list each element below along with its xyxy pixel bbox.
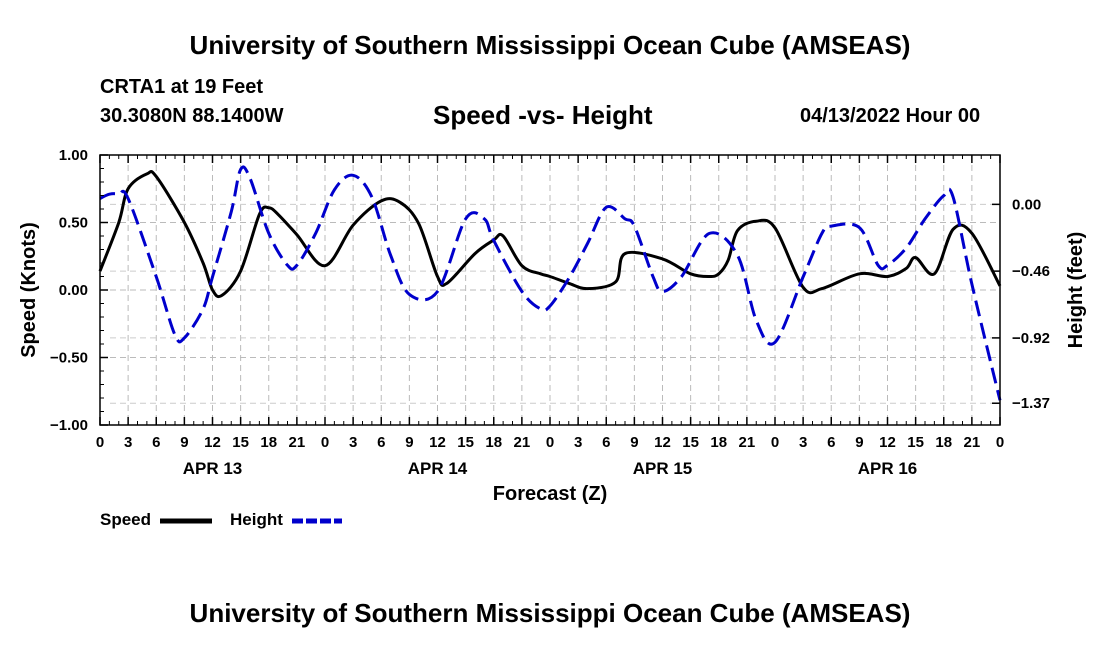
x-tick-label: 15 (232, 434, 249, 451)
bottom-title: University of Southern Mississippi Ocean… (189, 598, 911, 628)
x-tick-label: 15 (682, 434, 699, 451)
y-tick-label: 1.00 (59, 147, 88, 164)
x-tick-label: 6 (377, 434, 385, 451)
x-axis-label: Forecast (Z) (493, 483, 607, 505)
x-tick-label: 0 (771, 434, 779, 451)
axis-ticks (99, 154, 1001, 426)
x-tick-label: 9 (405, 434, 413, 451)
station-label: CRTA1 at 19 Feet (100, 76, 264, 98)
x-tick-label: 0 (996, 434, 1004, 451)
x-tick-label: 0 (321, 434, 329, 451)
y2-tick-label: −0.92 (1012, 330, 1050, 347)
main-title: University of Southern Mississippi Ocean… (189, 30, 911, 60)
y-tick-label: 0.50 (59, 215, 88, 232)
x-tick-label: 6 (602, 434, 610, 451)
y-tick-label: 0.00 (59, 282, 88, 299)
x-tick-label: 9 (180, 434, 188, 451)
x-tick-label: 9 (630, 434, 638, 451)
axis-labels: 0 3 6 9 12 15 18 21 0 3 6 9 12 15 18 21 0 3 6 9 12 15 18 21 0 3 6 9… (50, 147, 1050, 478)
x-tick-label: 6 (827, 434, 835, 451)
x-tick-label: 0 (546, 434, 554, 451)
x-tick-label: 6 (152, 434, 160, 451)
legend-speed-label: Speed (100, 510, 152, 529)
x-tick-label: 21 (289, 434, 306, 451)
x-tick-label: 3 (799, 434, 807, 451)
x-tick-label: 9 (855, 434, 863, 451)
x-tick-label: 3 (349, 434, 357, 451)
date-label: APR 14 (408, 459, 468, 478)
station-coordinates: 30.3080N 88.1400W (100, 105, 284, 127)
y2-tick-label: 0.00 (1012, 196, 1041, 213)
x-tick-label: 21 (514, 434, 531, 451)
date-label: APR 13 (183, 459, 243, 478)
x-tick-label: 18 (485, 434, 502, 451)
series-height-line (99, 165, 1002, 401)
x-tick-label: 0 (96, 434, 104, 451)
x-tick-label: 18 (710, 434, 727, 451)
x-tick-label: 3 (574, 434, 582, 451)
x-tick-label: 12 (879, 434, 896, 451)
y-axis-label: Speed (Knots) (18, 222, 40, 358)
x-tick-label: 15 (907, 434, 924, 451)
y2-tick-label: −0.46 (1012, 263, 1050, 280)
x-tick-label: 3 (124, 434, 132, 451)
x-tick-label: 18 (935, 434, 952, 451)
x-tick-label: 12 (654, 434, 671, 451)
date-label: APR 15 (633, 459, 693, 478)
legend-height-label: Height (230, 510, 283, 529)
x-tick-label: 15 (457, 434, 474, 451)
x-tick-label: 18 (260, 434, 277, 451)
y2-tick-label: −1.37 (1012, 395, 1050, 412)
y-tick-label: −0.50 (50, 350, 88, 367)
x-tick-label: 12 (429, 434, 446, 451)
forecast-datetime: 04/13/2022 Hour 00 (800, 105, 981, 127)
series-lines (98, 165, 1002, 401)
x-tick-label: 12 (204, 434, 221, 451)
y-tick-label: −1.00 (50, 417, 88, 434)
series-speed-line (98, 170, 1002, 299)
plot-title: Speed -vs- Height (433, 100, 653, 130)
date-label: APR 16 (858, 459, 918, 478)
x-tick-label: 21 (964, 434, 981, 451)
y2-axis-label: Height (feet) (1065, 232, 1087, 349)
x-tick-label: 21 (739, 434, 756, 451)
